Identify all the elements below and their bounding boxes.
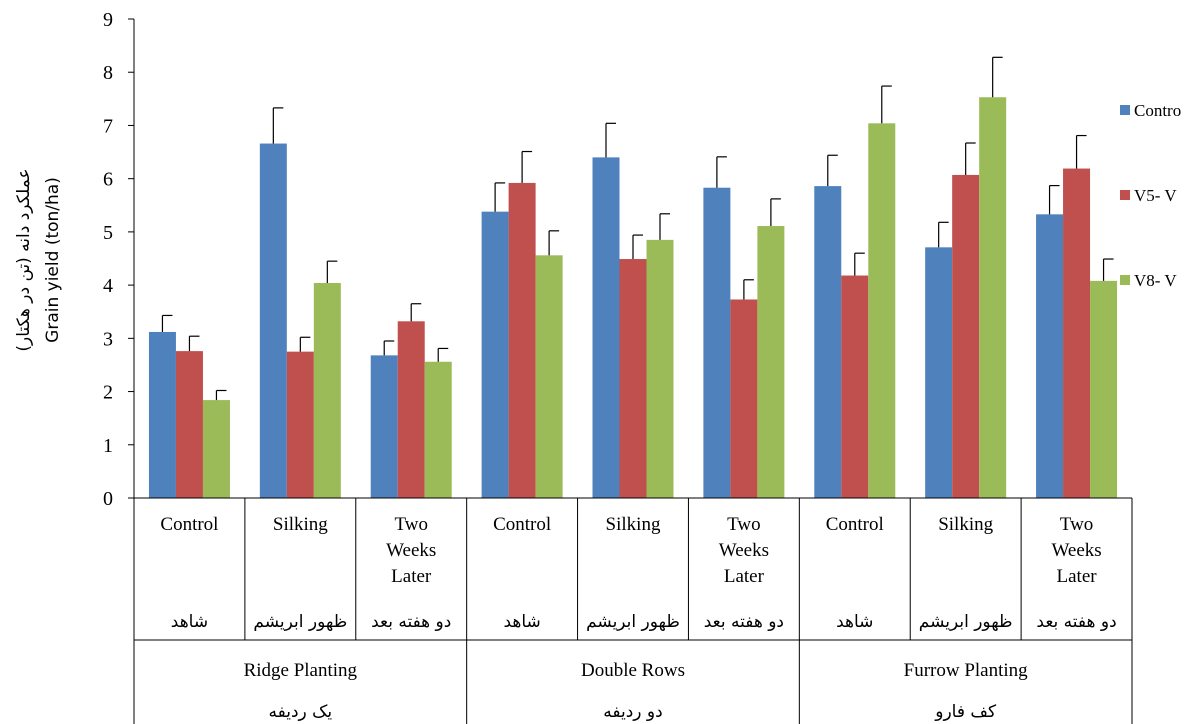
group-label: Furrow Planting: [904, 660, 1029, 681]
category-label: Control: [493, 514, 551, 535]
category-label: Two Weeks Later: [719, 514, 769, 587]
category-label: Silking: [273, 514, 328, 535]
bar: [370, 355, 398, 498]
bar: [313, 282, 341, 498]
legend-label: Contro: [1134, 101, 1181, 120]
bar: [703, 187, 731, 498]
category-label: Silking: [938, 514, 993, 535]
bar: [868, 123, 896, 498]
group-label: Ridge Planting: [244, 660, 358, 681]
bar: [592, 157, 620, 498]
bar: [814, 186, 842, 498]
legend-label: V8- V: [1134, 271, 1177, 290]
bars-layer: [148, 56, 1118, 499]
category-label: Two Weeks Later: [1051, 514, 1101, 587]
bar: [841, 275, 869, 498]
bar: [259, 143, 287, 499]
bar: [1063, 168, 1091, 498]
category-label-farsi: دو هفته بعد: [371, 612, 451, 632]
category-label-farsi: شاهد: [503, 612, 540, 632]
category-label: Silking: [606, 514, 661, 535]
legend-label: V5- V: [1134, 186, 1177, 205]
bar: [481, 211, 509, 499]
y-tick-label: 6: [103, 169, 113, 191]
bar: [925, 247, 953, 498]
group-label: Double Rows: [581, 660, 685, 681]
bar: [1090, 280, 1118, 498]
group-label-farsi: یک ردیفه: [269, 702, 333, 722]
bar: [202, 400, 230, 498]
y-tick-label: 9: [103, 9, 113, 31]
bar: [397, 321, 425, 498]
category-label-farsi: ظهور ابریشم: [586, 612, 680, 632]
category-label-farsi: دو هفته بعد: [1036, 612, 1116, 632]
y-tick-label: 3: [103, 328, 113, 350]
y-tick-label: 7: [103, 115, 113, 137]
bar: [757, 226, 785, 499]
y-tick-label: 1: [103, 435, 113, 457]
bar: [286, 351, 314, 498]
bar: [148, 331, 176, 498]
y-axis-title-farsi: عملکرد دانه (تن در هکتار): [14, 168, 34, 351]
bar: [535, 255, 563, 498]
y-tick-label: 5: [103, 222, 113, 244]
bar: [646, 239, 674, 498]
y-tick-label: 8: [103, 62, 113, 84]
bar: [979, 97, 1007, 498]
category-label: Control: [826, 514, 884, 535]
category-label-farsi: ظهور ابریشم: [919, 612, 1013, 632]
bar: [424, 361, 452, 498]
legend-swatch: [1120, 275, 1130, 285]
category-label: Two Weeks Later: [386, 514, 436, 587]
category-label: Control: [160, 514, 218, 535]
bar: [508, 182, 536, 498]
legend: Contro V5- V V8- V: [1120, 101, 1181, 290]
bar: [619, 259, 647, 498]
category-label-farsi: شاهد: [836, 612, 873, 632]
category-label-farsi: دو هفته بعد: [704, 612, 784, 632]
y-tick-label: 0: [103, 488, 113, 510]
axes: 0 1 2 3 4 5 6 7 8 9 Control شاهد Silking ظهور ابریشم T…: [103, 9, 1133, 724]
bar: [952, 174, 980, 499]
bar: [1036, 214, 1064, 498]
legend-swatch: [1120, 190, 1130, 200]
bar: [730, 299, 758, 498]
category-label-farsi: ظهور ابریشم: [253, 612, 347, 632]
y-tick-label: 4: [103, 275, 113, 297]
y-tick-label: 2: [103, 382, 113, 404]
y-axis-title-english: Grain yield (ton/ha): [43, 177, 63, 343]
bar: [175, 351, 203, 498]
group-label-farsi: کف فارو: [934, 702, 997, 722]
legend-swatch: [1120, 105, 1130, 115]
category-label-farsi: شاهد: [171, 612, 208, 632]
group-label-farsi: دو ردیفه: [603, 702, 662, 722]
y-axis-title: عملکرد دانه (تن در هکتار) Grain yield (t…: [14, 168, 63, 351]
